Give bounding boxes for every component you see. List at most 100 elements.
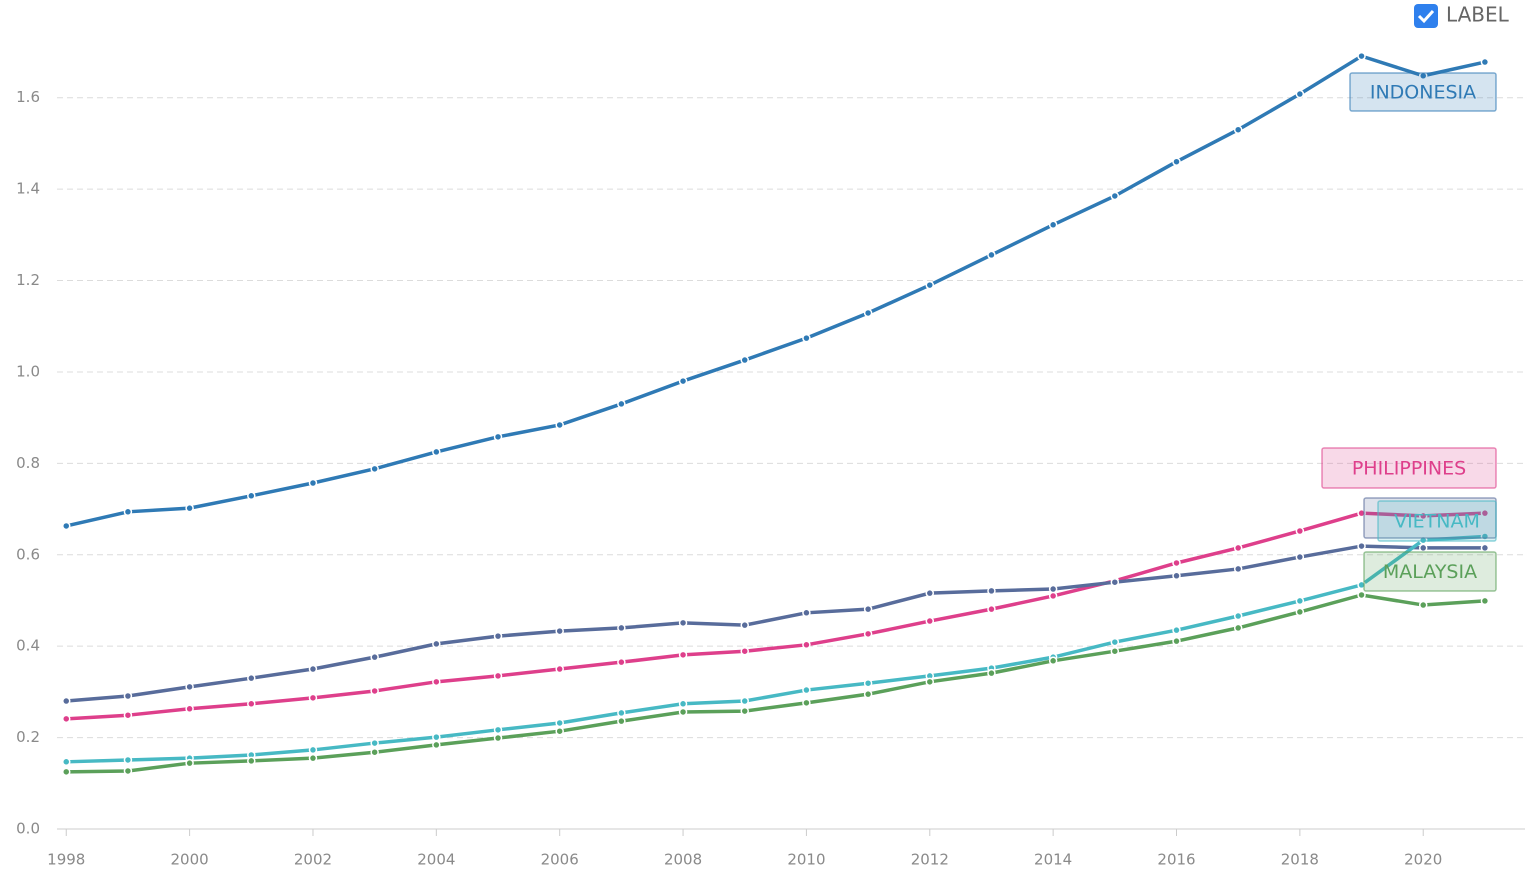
data-point <box>1295 89 1305 99</box>
data-point <box>1233 543 1243 553</box>
data-point <box>863 678 873 688</box>
series-line <box>66 544 1485 703</box>
data-point <box>678 707 688 717</box>
series-label-text: MALAYSIA <box>1383 561 1477 583</box>
series-label[interactable]: INDONESIA <box>1349 72 1497 112</box>
data-point <box>863 604 873 614</box>
series-label[interactable]: VIETNAM <box>1377 500 1497 542</box>
data-point <box>987 250 996 260</box>
data-point <box>308 753 318 763</box>
data-point <box>308 693 318 703</box>
data-point <box>1172 558 1181 568</box>
data-point <box>62 714 71 724</box>
x-tick-label: 2014 <box>1034 851 1072 869</box>
y-tick-label: 1.2 <box>16 271 40 289</box>
y-tick-label: 1.4 <box>16 180 40 198</box>
data-point <box>1048 591 1058 601</box>
data-point <box>432 677 441 687</box>
data-point <box>370 738 379 748</box>
x-tick-label: 2004 <box>417 851 455 869</box>
data-point <box>308 478 318 488</box>
data-point <box>617 716 626 726</box>
data-point <box>1172 571 1181 581</box>
data-point <box>1048 220 1058 230</box>
data-point <box>493 671 503 681</box>
data-point <box>802 333 811 343</box>
data-point <box>1295 596 1305 606</box>
data-point <box>1110 577 1120 587</box>
data-point <box>1357 590 1366 600</box>
data-point <box>617 399 626 409</box>
data-point <box>1172 625 1181 635</box>
data-point <box>308 664 318 674</box>
data-point <box>1480 508 1490 518</box>
data-point <box>1357 51 1366 61</box>
data-point <box>123 691 133 701</box>
y-tick-label: 1.6 <box>16 88 40 106</box>
data-point <box>1233 564 1243 574</box>
data-point <box>62 696 71 706</box>
data-point <box>617 708 626 718</box>
data-point <box>247 491 256 501</box>
data-point <box>555 420 564 430</box>
data-point <box>62 521 71 531</box>
data-point <box>123 755 133 765</box>
data-point <box>802 608 811 618</box>
x-tick-label: 1998 <box>47 851 85 869</box>
data-point <box>1418 543 1428 553</box>
data-point <box>185 503 194 513</box>
data-point <box>678 699 688 709</box>
data-point <box>617 623 626 633</box>
series-label-text: INDONESIA <box>1370 82 1476 104</box>
data-point <box>1233 125 1243 134</box>
y-tick-label: 0.0 <box>16 820 40 838</box>
data-point <box>617 657 626 667</box>
data-point <box>863 629 873 639</box>
data-point <box>802 640 811 650</box>
series-label-text: VIETNAM <box>1394 511 1480 533</box>
data-point <box>1357 541 1366 551</box>
data-point <box>1418 511 1428 521</box>
label-checkbox[interactable] <box>1414 4 1438 28</box>
data-point <box>1110 646 1120 656</box>
data-point <box>432 740 441 750</box>
data-point <box>1048 584 1058 594</box>
data-point <box>247 699 256 709</box>
series-line <box>66 593 1486 774</box>
data-point <box>493 631 503 641</box>
data-point <box>678 376 688 386</box>
data-point <box>123 507 133 517</box>
x-tick-label: 2010 <box>787 851 825 869</box>
data-point <box>1295 552 1305 562</box>
data-point <box>370 747 379 757</box>
x-tick-label: 2018 <box>1281 851 1319 869</box>
data-point <box>740 646 749 656</box>
data-point <box>123 710 133 720</box>
x-tick-label: 2002 <box>294 851 332 869</box>
data-point <box>1172 157 1181 166</box>
data-point <box>925 616 935 626</box>
data-point <box>740 620 749 630</box>
series-label[interactable]: PHILIPPINES <box>1321 447 1497 489</box>
data-point <box>1418 600 1428 610</box>
data-point <box>925 677 935 687</box>
series-label[interactable]: MALAYSIA <box>1363 551 1497 592</box>
data-point <box>925 588 935 598</box>
data-point <box>1233 623 1243 633</box>
x-tick-label: 2008 <box>664 851 702 869</box>
data-point <box>1233 611 1243 621</box>
data-point <box>1110 637 1120 647</box>
label-toggle-text[interactable]: LABEL <box>1446 3 1510 27</box>
data-point <box>987 586 996 596</box>
data-point <box>863 308 873 318</box>
data-point <box>925 280 935 290</box>
y-tick-label: 0.6 <box>16 545 40 563</box>
series-line <box>65 54 1486 528</box>
data-point <box>1295 607 1305 617</box>
data-point <box>555 626 564 636</box>
series-label-box <box>1321 447 1497 489</box>
data-point <box>987 604 996 614</box>
data-point <box>1295 526 1305 536</box>
series-label-box <box>1349 72 1497 112</box>
